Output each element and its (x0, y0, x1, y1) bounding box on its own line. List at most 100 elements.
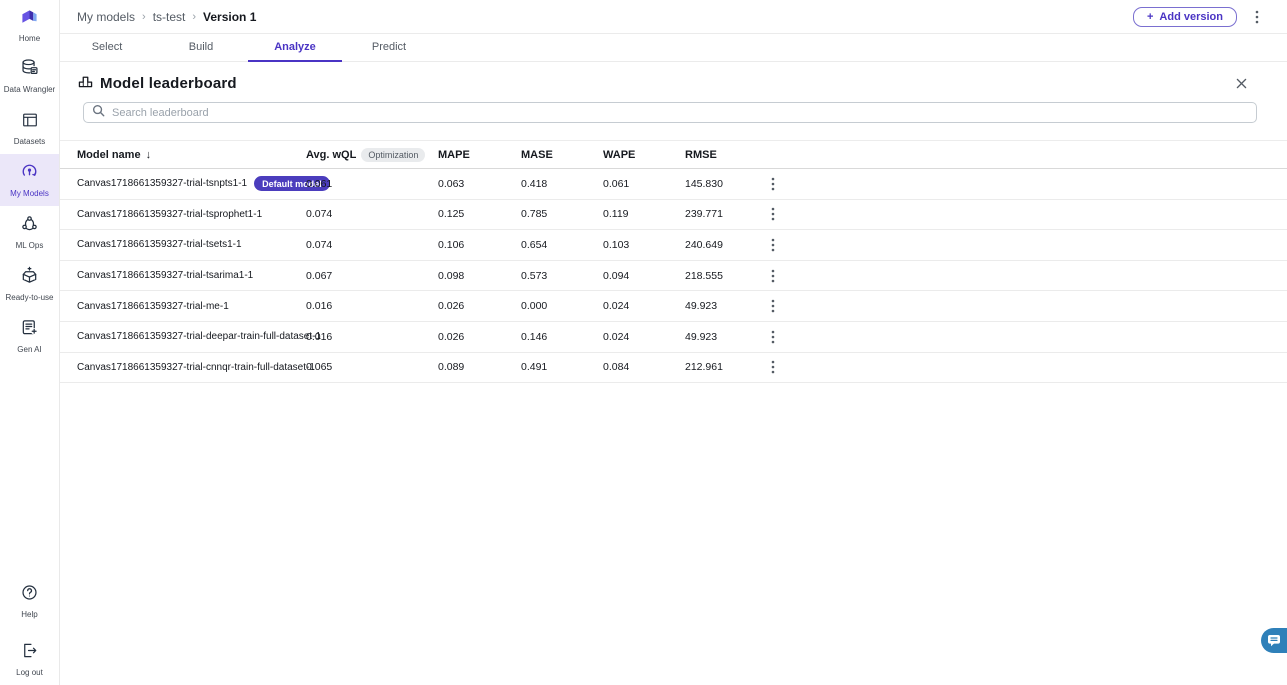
rmse-value: 49.923 (685, 300, 718, 313)
leaderboard-table: Model name ↓ Avg. wQL Optimization MAPE … (60, 140, 1287, 384)
sidebar-item-home[interactable]: Home (0, 2, 59, 50)
wape-value: 0.103 (603, 238, 630, 251)
breadcrumb: My models › ts-test › Version 1 (77, 10, 256, 24)
sidebar-item-label: ML Ops (15, 241, 44, 250)
avg-wql-value: 0.061 (306, 177, 333, 190)
model-pin-refresh-icon (20, 162, 39, 186)
sidebar-item-label: Data Wrangler (3, 85, 56, 94)
wape-value: 0.061 (603, 177, 630, 190)
table-row: Canvas1718661359327-trial-deepar-train-f… (60, 322, 1287, 353)
add-version-button[interactable]: + Add version (1132, 6, 1237, 27)
tab-select[interactable]: Select (91, 41, 123, 53)
document-plus-icon (20, 318, 39, 342)
search-input[interactable] (112, 106, 1248, 119)
top-bar: My models › ts-test › Version 1 + Add ve… (60, 0, 1287, 34)
default-model-badge: Default model (254, 176, 330, 192)
rmse-value: 49.923 (685, 330, 718, 343)
table-row: Canvas1718661359327-trial-cnnqr-train-fu… (60, 353, 1287, 384)
sidebar-item-ready-to-use[interactable]: Ready-to-use (0, 258, 59, 310)
wape-value: 0.084 (603, 361, 630, 374)
mape-value: 0.063 (438, 177, 465, 190)
sidebar-item-label: Ready-to-use (5, 293, 54, 302)
mape-value: 0.098 (438, 269, 465, 282)
table-header-row: Model name ↓ Avg. wQL Optimization MAPE … (60, 140, 1287, 169)
breadcrumb-version: Version 1 (203, 9, 257, 24)
tab-bar: Select Build Analyze Predict (60, 34, 1287, 62)
mase-value: 0.491 (521, 361, 548, 374)
sidebar-item-data-wrangler[interactable]: Data Wrangler (0, 50, 59, 102)
mase-value: 0.000 (521, 300, 548, 313)
row-actions-kebab-button[interactable] (765, 265, 781, 287)
tab-analyze[interactable]: Analyze (248, 34, 342, 62)
kebab-icon (771, 238, 775, 252)
column-header-mape[interactable]: MAPE (438, 148, 470, 161)
chevron-right-icon: › (192, 10, 197, 23)
sidebar-item-help[interactable]: Help (0, 575, 59, 627)
table-row: Canvas1718661359327-trial-tsarima1-1 0.0… (60, 261, 1287, 292)
model-name: Canvas1718661359327-trial-tsprophet1-1 (77, 208, 263, 220)
canvas-logo-icon (20, 9, 39, 31)
table-row: Canvas1718661359327-trial-tsnpts1-1 Defa… (60, 169, 1287, 200)
tab-build[interactable]: Build (188, 41, 214, 53)
kebab-icon (771, 330, 775, 344)
mape-value: 0.106 (438, 238, 465, 251)
nodes-cycle-icon (20, 214, 39, 238)
row-actions-kebab-button[interactable] (765, 326, 781, 348)
sidebar-item-label: Log out (16, 668, 43, 677)
leaderboard-podium-icon (78, 74, 93, 93)
column-header-avg-wql[interactable]: Avg. wQL Optimization (306, 147, 438, 162)
log-out-icon (20, 641, 39, 665)
row-actions-kebab-button[interactable] (765, 356, 781, 378)
search-icon (92, 104, 105, 122)
sidebar-item-gen-ai[interactable]: Gen AI (0, 310, 59, 362)
sidebar-item-datasets[interactable]: Datasets (0, 102, 59, 154)
mape-value: 0.089 (438, 361, 465, 374)
chat-bubble-icon (1268, 635, 1280, 647)
column-header-model-name[interactable]: Model name ↓ (77, 148, 152, 161)
breadcrumb-my-models[interactable]: My models (77, 9, 136, 24)
rmse-value: 218.555 (685, 269, 723, 282)
model-name: Canvas1718661359327-trial-cnnqr-train-fu… (77, 361, 315, 373)
wape-value: 0.024 (603, 330, 630, 343)
sidebar-item-ml-ops[interactable]: ML Ops (0, 206, 59, 258)
rmse-value: 145.830 (685, 177, 723, 190)
row-actions-kebab-button[interactable] (765, 234, 781, 256)
sidebar-item-label: Gen AI (17, 345, 42, 354)
row-actions-kebab-button[interactable] (765, 173, 781, 195)
kebab-icon (1255, 10, 1259, 23)
chat-support-button[interactable] (1261, 628, 1287, 653)
kebab-icon (771, 177, 775, 191)
breadcrumb-ts-test[interactable]: ts-test (152, 9, 186, 24)
table-row: Canvas1718661359327-trial-me-1 0.016 0.0… (60, 291, 1287, 322)
row-actions-kebab-button[interactable] (765, 295, 781, 317)
sidebar-item-log-out[interactable]: Log out (0, 633, 59, 685)
sidebar-item-my-models[interactable]: My Models (0, 154, 59, 206)
mape-value: 0.125 (438, 208, 465, 221)
column-header-rmse[interactable]: RMSE (685, 148, 717, 161)
table-grid-icon (21, 111, 39, 134)
version-menu-kebab-button[interactable] (1251, 6, 1263, 28)
rmse-value: 240.649 (685, 238, 723, 251)
mase-value: 0.146 (521, 330, 548, 343)
sidebar-item-label: Home (18, 34, 41, 43)
model-name: Canvas1718661359327-trial-me-1 (77, 300, 229, 312)
avg-wql-value: 0.074 (306, 208, 333, 221)
avg-wql-value: 0.074 (306, 238, 333, 251)
tab-predict[interactable]: Predict (371, 41, 407, 53)
model-name: Canvas1718661359327-trial-tsnpts1-1 (77, 178, 248, 190)
row-actions-kebab-button[interactable] (765, 203, 781, 225)
table-row: Canvas1718661359327-trial-tsets1-1 0.074… (60, 230, 1287, 261)
kebab-icon (771, 361, 775, 374)
close-leaderboard-button[interactable] (1232, 74, 1251, 93)
mase-value: 0.654 (521, 238, 548, 251)
main-content: My models › ts-test › Version 1 + Add ve… (60, 0, 1287, 685)
kebab-icon (771, 269, 775, 282)
column-header-mase[interactable]: MASE (521, 148, 553, 161)
chevron-right-icon: › (142, 10, 146, 23)
help-question-icon (20, 583, 39, 607)
page-title: Model leaderboard (100, 75, 237, 92)
sort-descending-icon: ↓ (145, 148, 152, 161)
search-box (83, 102, 1257, 123)
model-name: Canvas1718661359327-trial-deepar-train-f… (77, 331, 322, 343)
column-header-wape[interactable]: WAPE (603, 148, 636, 161)
